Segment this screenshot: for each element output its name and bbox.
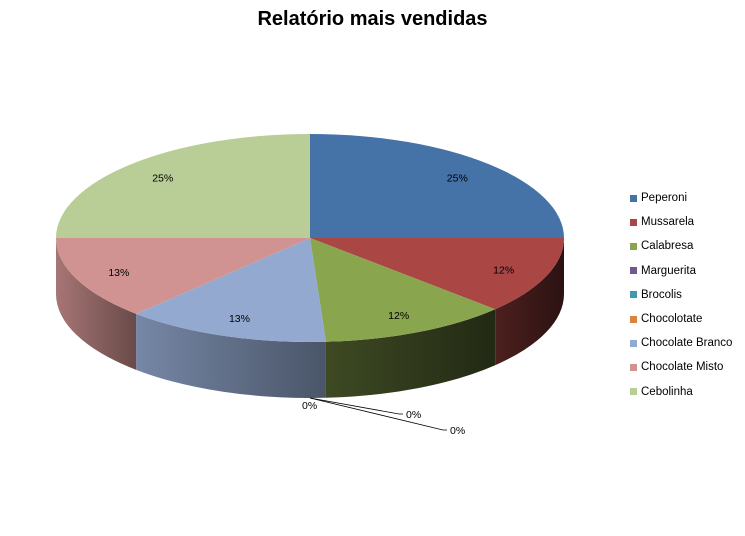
- legend-label: Marguerita: [641, 264, 696, 277]
- pie-slice-cebolinha: [56, 134, 310, 238]
- pie-slice-mussarela: [310, 238, 564, 310]
- legend-swatch: [630, 242, 637, 250]
- legend-swatch: [630, 339, 637, 347]
- legend-label: Mussarela: [641, 216, 695, 229]
- pie-slice-calabresa: [310, 238, 496, 342]
- pie-wall-calabresa: [325, 309, 496, 398]
- pie-walls: [56, 238, 564, 398]
- legend-item-chocolate-branco: Chocolate Branco: [630, 331, 732, 355]
- legend-item-cebolinha: Cebolinha: [630, 380, 732, 404]
- data-label-mussarela: 12%: [493, 264, 514, 276]
- pie-wall-chocolate-branco: [136, 313, 326, 398]
- data-label-calabresa: 12%: [388, 310, 409, 322]
- legend-swatch: [630, 218, 637, 226]
- data-label-marguerita: 0%: [302, 400, 317, 412]
- legend-label: Chocolate Misto: [641, 361, 724, 374]
- legend-swatch: [630, 388, 637, 396]
- legend-item-chocolotate: Chocolotate: [630, 307, 732, 331]
- pie-slices: [56, 134, 564, 342]
- data-label-peperoni: 25%: [447, 173, 468, 185]
- legend-swatch: [630, 291, 637, 299]
- pie-slice-peperoni: [310, 134, 564, 238]
- data-label-chocolate-misto: 13%: [108, 267, 129, 279]
- leader-line-chocolotate: [309, 397, 447, 431]
- legend-label: Calabresa: [641, 240, 694, 253]
- legend-swatch: [630, 194, 637, 202]
- pie-wall-mussarela: [495, 238, 564, 366]
- legend-item-calabresa: Calabresa: [630, 234, 732, 258]
- legend-swatch: [630, 315, 637, 323]
- legend: Peperoni Mussarela Calabresa Marguerita Broc…: [630, 186, 732, 404]
- legend-item-mussarela: Mussarela: [630, 210, 732, 234]
- legend-label: Cebolinha: [641, 385, 693, 398]
- legend-swatch: [630, 363, 637, 371]
- legend-label: Chocolotate: [641, 313, 703, 326]
- data-label-chocolate-branco: 13%: [229, 313, 250, 325]
- leader-lines: [309, 397, 447, 431]
- pie-slice-chocolate-misto: [56, 238, 310, 314]
- legend-label: Chocolate Branco: [641, 337, 733, 350]
- data-labels: 25% 12% 12% 0% 0% 0% 13% 13% 25%: [108, 173, 514, 437]
- legend-label: Brocolis: [641, 288, 682, 301]
- legend-item-chocolate-misto: Chocolate Misto: [630, 355, 732, 379]
- pie-slice-chocolate-branco: [136, 238, 326, 342]
- legend-label: Peperoni: [641, 192, 688, 205]
- legend-item-marguerita: Marguerita: [630, 259, 732, 283]
- data-label-brocolis: 0%: [406, 409, 421, 421]
- data-label-chocolotate: 0%: [450, 425, 465, 437]
- pie-wall-chocolate-misto: [56, 238, 137, 370]
- data-label-cebolinha: 25%: [152, 173, 173, 185]
- leader-line-brocolis: [309, 397, 403, 415]
- legend-item-peperoni: Peperoni: [630, 186, 732, 210]
- chart-title: Relatório mais vendidas: [257, 8, 488, 30]
- legend-item-brocolis: Brocolis: [630, 283, 732, 307]
- legend-swatch: [630, 267, 637, 275]
